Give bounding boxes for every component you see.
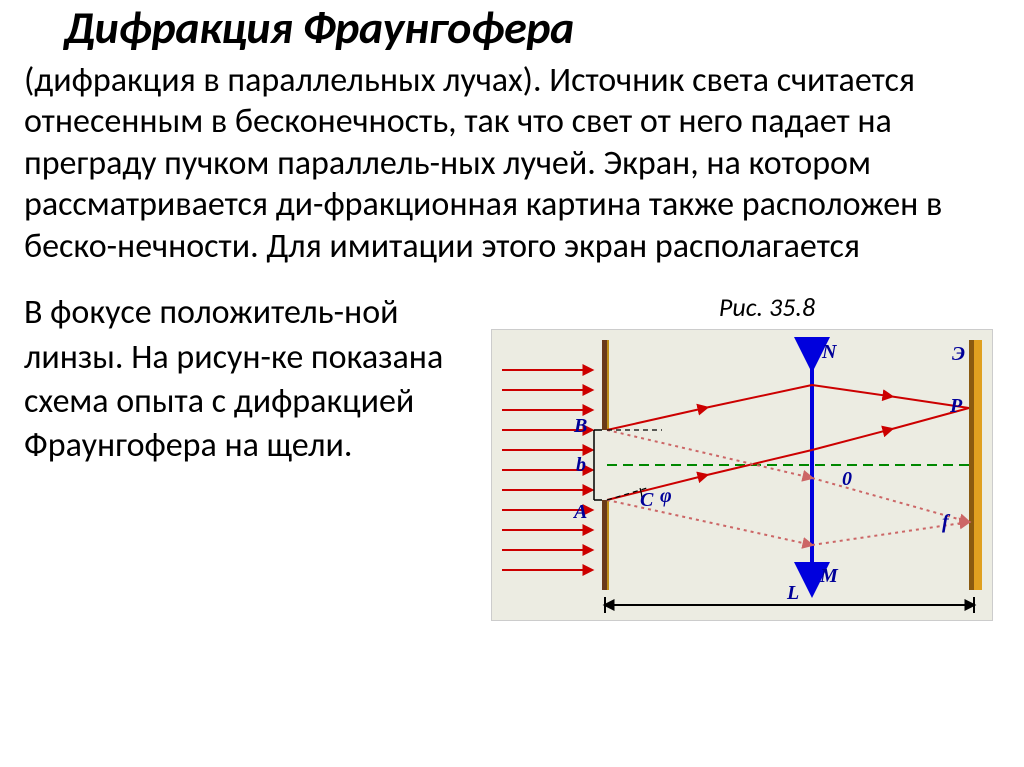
svg-text:f: f: [942, 511, 951, 533]
svg-text:P: P: [949, 395, 963, 417]
svg-text:B: B: [573, 415, 587, 437]
svg-text:A: A: [572, 501, 587, 523]
svg-text:L: L: [786, 582, 799, 604]
svg-text:0: 0: [842, 468, 852, 490]
svg-text:C: C: [640, 489, 654, 511]
svg-text:N: N: [821, 341, 838, 363]
svg-text:Э: Э: [952, 343, 965, 365]
fraunhofer-diagram: N M Э P B Ab Cφ 0 f L: [491, 329, 993, 621]
svg-text:φ: φ: [660, 485, 672, 507]
main-paragraph: (дифракция в параллельных лучах). Источн…: [24, 60, 1000, 267]
secondary-paragraph: В фокусе положитель-ной линзы. На рисун-…: [24, 291, 474, 621]
svg-text:M: M: [819, 565, 839, 587]
svg-text:b: b: [576, 454, 586, 476]
page-title: Дифракция Фраунгофера: [64, 0, 1000, 56]
figure-caption: Рис. 35.8: [719, 291, 815, 323]
